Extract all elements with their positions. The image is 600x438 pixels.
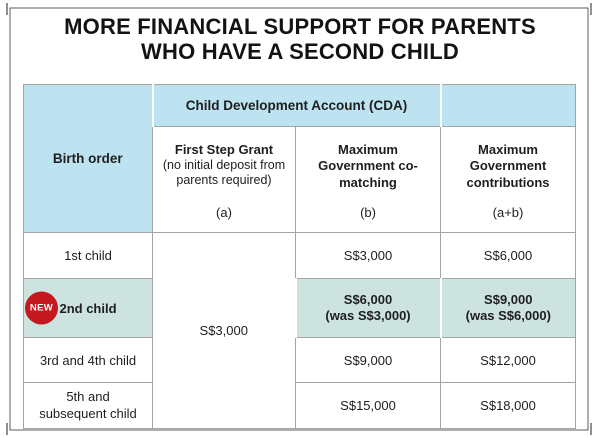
- co-matching-title: Maximum Government co-matching: [318, 142, 418, 190]
- birth-order-5th-subsequent-label: 5th and subsequent child: [39, 389, 137, 421]
- new-badge: NEW: [25, 291, 58, 325]
- birth-order-1st-child: 1st child: [23, 232, 153, 279]
- table-row-5th-subsequent-child: 5th and subsequent child S$15,000 S$18,0…: [23, 382, 577, 429]
- co-matching-2nd-child-value: S$6,000: [343, 291, 393, 307]
- contributions-3rd-4th-child: S$12,000: [440, 337, 577, 383]
- co-matching-header-cell: Maximum Government co-matching (b): [294, 126, 442, 233]
- page-title: MORE FINANCIAL SUPPORT FOR PARENTS WHO H…: [0, 14, 600, 64]
- co-matching-2nd-child-was: (was S$3,000): [325, 308, 411, 323]
- column-letter-a: (a): [216, 205, 232, 220]
- contributions-2nd-child: S$9,000 (was S$6,000): [440, 278, 577, 338]
- co-matching-2nd-child: S$6,000 (was S$3,000): [294, 278, 442, 338]
- first-step-grant-header-cell: First Step Grant (no initial deposit fro…: [152, 126, 296, 233]
- contributions-2nd-child-value: S$9,000: [484, 291, 533, 307]
- table-row-column-headers: First Step Grant (no initial deposit fro…: [24, 126, 577, 233]
- co-matching-5th-subsequent: S$15,000: [294, 382, 442, 429]
- birth-order-2nd-child: NEW 2nd child: [23, 278, 153, 338]
- co-matching-1st-child: S$3,000: [294, 232, 442, 279]
- birth-order-3rd-4th-child: 3rd and 4th child: [23, 337, 153, 383]
- page-title-line1: MORE FINANCIAL SUPPORT FOR PARENTS: [64, 14, 536, 39]
- contributions-1st-child: S$6,000: [440, 232, 577, 279]
- cda-group-header-cell: Child Development Account (CDA): [151, 84, 442, 127]
- table-row-group-header: Birth order Child Development Account (C…: [23, 84, 577, 233]
- first-step-grant-subtitle: (no initial deposit from parents require…: [162, 157, 286, 188]
- column-letter-a-plus-b: (a+b): [492, 205, 524, 220]
- birth-order-5th-subsequent: 5th and subsequent child: [23, 382, 153, 429]
- table-row-2nd-child: NEW 2nd child S$6,000 (was S$3,000) S$9,…: [23, 278, 577, 338]
- cda-support-table: Birth order Child Development Account (C…: [23, 84, 577, 429]
- first-step-grant-title: First Step Grant: [174, 142, 274, 157]
- header-spacer-cell: [440, 84, 577, 127]
- first-step-grant-value-cell: S$3,000: [152, 232, 296, 429]
- column-letter-b: (b): [360, 205, 376, 220]
- page-title-line2: WHO HAVE A SECOND CHILD: [141, 38, 459, 64]
- table-row-1st-child: 1st child S$3,000 S$3,000 S$6,000: [23, 232, 577, 429]
- contributions-2nd-child-was: (was S$6,000): [465, 308, 551, 323]
- birth-order-2nd-child-label: 2nd child: [59, 300, 117, 316]
- co-matching-3rd-4th-child: S$9,000: [294, 337, 442, 383]
- birth-order-header-cell: Birth order: [23, 84, 153, 233]
- contributions-header-cell: Maximum Government contributions (a+b): [440, 126, 577, 233]
- table-row-3rd-4th-child: 3rd and 4th child S$9,000 S$12,000: [23, 337, 577, 383]
- contributions-5th-subsequent: S$18,000: [440, 382, 577, 429]
- contributions-title: Maximum Government contributions: [466, 142, 550, 190]
